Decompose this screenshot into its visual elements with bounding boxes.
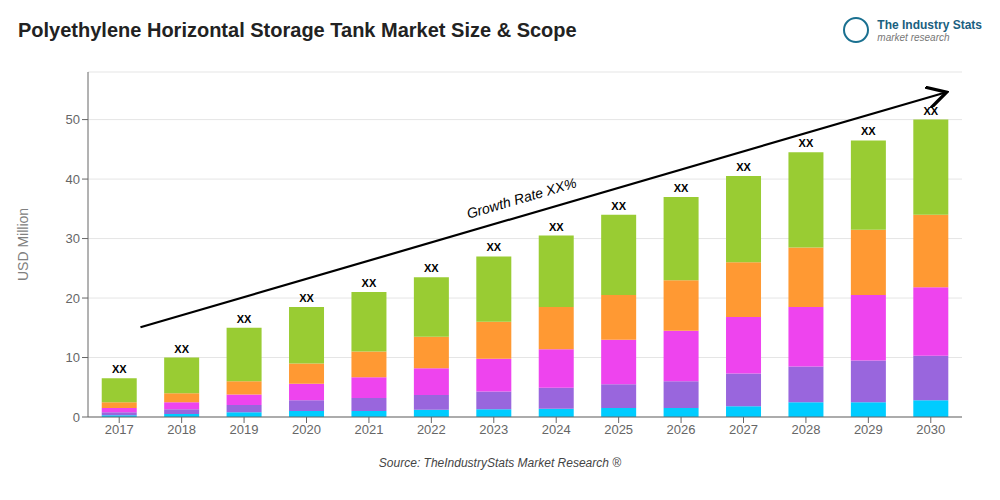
svg-text:50: 50 <box>66 112 80 127</box>
html-text:The Industry Stats: The Industry Stats <box>877 17 982 32</box>
svg-text:2024: 2024 <box>542 422 571 437</box>
svg-text:XX: XX <box>611 200 626 212</box>
svg-text:XX: XX <box>549 221 564 233</box>
svg-text:20: 20 <box>66 291 80 306</box>
svg-text:2025: 2025 <box>604 422 633 437</box>
svg-text:XX: XX <box>923 105 938 117</box>
svg-text:40: 40 <box>66 172 80 187</box>
svg-text:2030: 2030 <box>916 422 945 437</box>
svg-text:XX: XX <box>861 125 876 137</box>
svg-text:2022: 2022 <box>417 422 446 437</box>
svg-text:10: 10 <box>66 350 80 365</box>
svg-text:XX: XX <box>362 277 377 289</box>
html-text:Source: TheIndustryStats Marke: Source: TheIndustryStats Market Research… <box>378 456 622 470</box>
svg-text:2019: 2019 <box>230 422 259 437</box>
svg-text:Growth Rate XX%: Growth Rate XX% <box>465 174 579 221</box>
svg-text:2029: 2029 <box>854 422 883 437</box>
svg-text:2028: 2028 <box>791 422 820 437</box>
svg-text:XX: XX <box>112 363 127 375</box>
html-text:Polyethylene Horizontal Storag: Polyethylene Horizontal Storage Tank Mar… <box>18 18 577 41</box>
svg-text:XX: XX <box>736 161 751 173</box>
svg-text:XX: XX <box>799 137 814 149</box>
svg-text:XX: XX <box>424 262 439 274</box>
html-text:market research: market research <box>877 31 950 43</box>
svg-text:2027: 2027 <box>729 422 758 437</box>
svg-text:2023: 2023 <box>479 422 508 437</box>
svg-text:2018: 2018 <box>167 422 196 437</box>
svg-text:XX: XX <box>174 343 189 355</box>
svg-text:2026: 2026 <box>667 422 696 437</box>
svg-text:XX: XX <box>299 292 314 304</box>
svg-text:2020: 2020 <box>292 422 321 437</box>
svg-text:30: 30 <box>66 231 80 246</box>
svg-text:0: 0 <box>73 410 80 425</box>
svg-text:2017: 2017 <box>105 422 134 437</box>
svg-text:XX: XX <box>674 182 689 194</box>
svg-text:2021: 2021 <box>354 422 383 437</box>
svg-text:XX: XX <box>237 313 252 325</box>
svg-text:XX: XX <box>486 241 501 253</box>
svg-text:USD Million: USD Million <box>15 208 31 281</box>
